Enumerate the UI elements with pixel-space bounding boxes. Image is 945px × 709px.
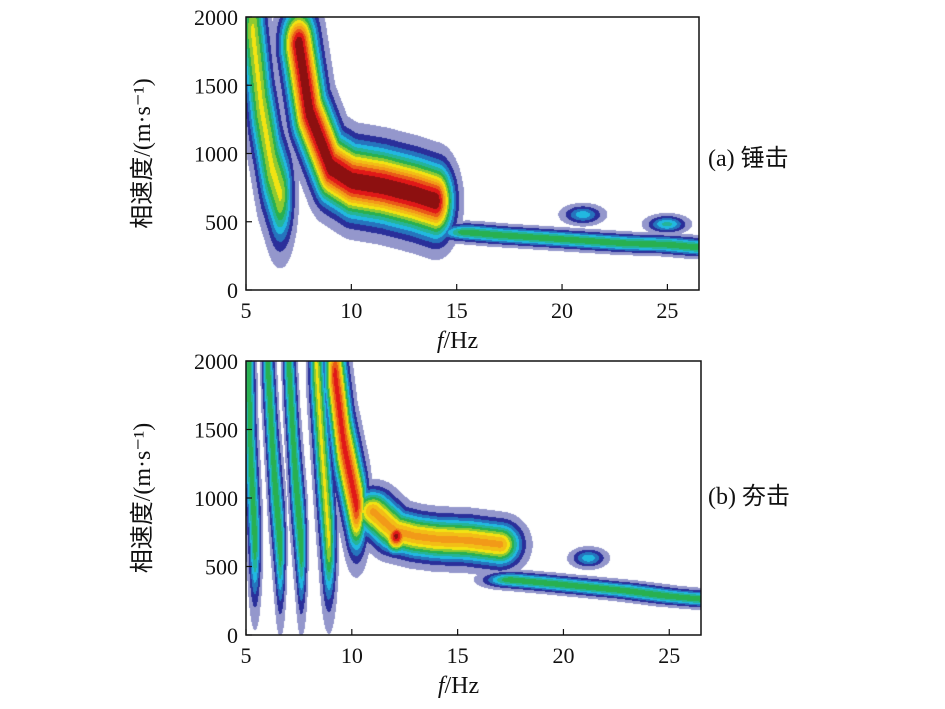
x-axis-b: 5 10 15 20 25 bbox=[241, 629, 680, 668]
x-axis-a: 5 10 15 20 25 bbox=[241, 284, 678, 323]
x-axis-title-a: f/Hz bbox=[437, 328, 478, 354]
y-tick-label: 500 bbox=[205, 555, 238, 580]
heatmap-b bbox=[246, 361, 701, 635]
x-tick-label: 5 bbox=[241, 298, 252, 323]
y-tick-label: 2000 bbox=[194, 5, 238, 30]
heatmap-a bbox=[246, 17, 699, 290]
y-tick-label: 1500 bbox=[194, 73, 238, 98]
y-tick-label: 1000 bbox=[194, 142, 238, 167]
x-tick-label: 15 bbox=[447, 643, 469, 668]
y-tick-label: 0 bbox=[227, 623, 238, 648]
y-tick-label: 2000 bbox=[194, 349, 238, 374]
panel-label-a: (a) 锤击 bbox=[708, 145, 789, 172]
y-tick-label: 1500 bbox=[194, 418, 238, 443]
y-tick-label: 1000 bbox=[194, 486, 238, 511]
x-tick-label: 25 bbox=[658, 643, 680, 668]
y-axis-title-b: 相速度/(m·s⁻¹) bbox=[129, 423, 156, 574]
y-axis-title-a: 相速度/(m·s⁻¹) bbox=[129, 78, 156, 229]
x-axis-title-b: f/Hz bbox=[438, 673, 479, 699]
x-tick-label: 10 bbox=[340, 298, 362, 323]
x-tick-label: 5 bbox=[241, 643, 252, 668]
y-tick-label: 500 bbox=[205, 210, 238, 235]
x-tick-label: 20 bbox=[551, 298, 573, 323]
x-axis-title-italic-a: f bbox=[437, 328, 447, 354]
x-tick-label: 15 bbox=[446, 298, 468, 323]
y-axis-a: 0 500 1000 1500 2000 bbox=[194, 5, 252, 303]
x-axis-title-rest-b: /Hz bbox=[445, 673, 480, 699]
panel-label-b: (b) 夯击 bbox=[708, 483, 790, 510]
x-tick-label: 10 bbox=[341, 643, 363, 668]
y-tick-label: 0 bbox=[227, 278, 238, 303]
x-axis-title-italic-b: f bbox=[438, 673, 448, 699]
panel-a: 5 10 15 20 25 0 500 1000 1500 2000 f/Hz 相速度/(m·s… bbox=[129, 5, 789, 354]
panel-b: 5 10 15 20 25 0 500 1000 1500 2000 f/Hz 相速度/(m·s… bbox=[129, 349, 790, 699]
x-tick-label: 20 bbox=[552, 643, 574, 668]
y-axis-b: 0 500 1000 1500 2000 bbox=[194, 349, 252, 648]
x-axis-title-rest-a: /Hz bbox=[444, 328, 479, 354]
x-tick-label: 25 bbox=[656, 298, 678, 323]
